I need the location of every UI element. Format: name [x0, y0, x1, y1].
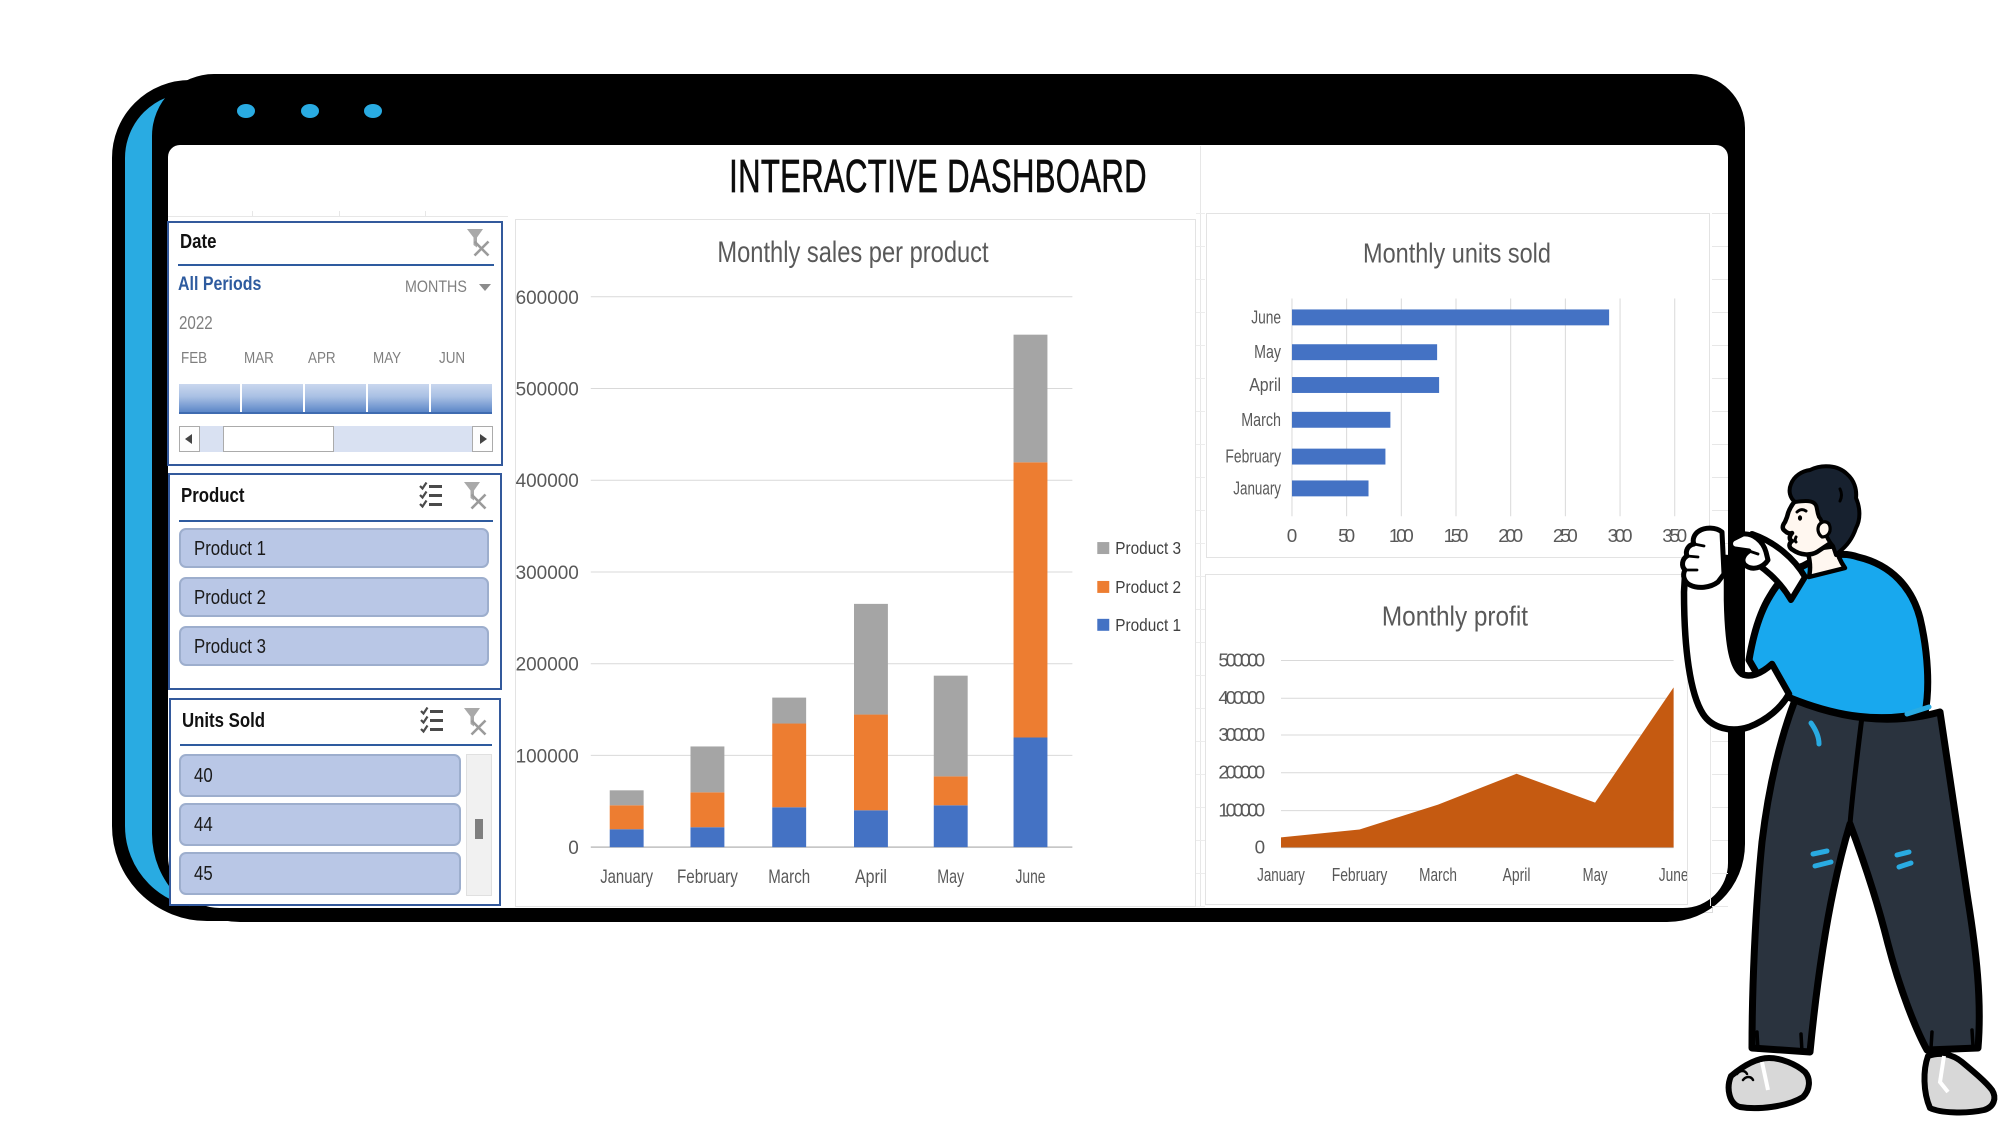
- svg-text:100000: 100000: [516, 746, 579, 767]
- svg-text:January: January: [1257, 865, 1305, 886]
- svg-text:Product 2: Product 2: [1115, 577, 1181, 597]
- svg-text:June: June: [1659, 865, 1688, 886]
- svg-text:January: January: [1233, 478, 1281, 499]
- svg-text:May: May: [1254, 342, 1281, 363]
- svg-text:March: March: [1241, 410, 1281, 431]
- svg-text:April: April: [855, 867, 887, 888]
- svg-text:Monthly units sold: Monthly units sold: [1363, 238, 1551, 269]
- svg-text:February: February: [677, 867, 738, 888]
- svg-text:Monthly sales per product: Monthly sales per product: [717, 236, 989, 269]
- svg-text:June: June: [1251, 307, 1281, 328]
- svg-text:June: June: [1016, 867, 1046, 888]
- svg-text:300000: 300000: [516, 563, 579, 584]
- svg-text:Product 1: Product 1: [1115, 615, 1181, 635]
- svg-text:May: May: [937, 867, 964, 888]
- svg-text:May: May: [1583, 865, 1608, 886]
- svg-text:200000: 200000: [1218, 763, 1265, 784]
- svg-text:300: 300: [1608, 526, 1633, 547]
- svg-text:500000: 500000: [516, 379, 579, 400]
- svg-text:500000: 500000: [1218, 650, 1265, 671]
- svg-text:March: March: [768, 867, 810, 888]
- svg-text:100: 100: [1389, 526, 1414, 547]
- svg-text:200: 200: [1498, 526, 1523, 547]
- svg-text:Monthly profit: Monthly profit: [1382, 601, 1528, 632]
- svg-text:Product 3: Product 3: [1115, 538, 1181, 558]
- svg-text:250: 250: [1553, 526, 1578, 547]
- svg-text:600000: 600000: [516, 288, 579, 309]
- svg-text:April: April: [1249, 375, 1281, 396]
- svg-text:100000: 100000: [1218, 801, 1265, 822]
- svg-text:March: March: [1419, 865, 1457, 886]
- svg-text:200000: 200000: [516, 655, 579, 676]
- svg-text:50: 50: [1338, 526, 1355, 547]
- svg-text:350: 350: [1662, 526, 1687, 547]
- svg-text:0: 0: [568, 838, 579, 859]
- svg-text:February: February: [1332, 865, 1388, 886]
- svg-text:400000: 400000: [516, 471, 579, 492]
- svg-text:0: 0: [1287, 526, 1298, 547]
- svg-text:300000: 300000: [1218, 725, 1265, 746]
- svg-text:400000: 400000: [1218, 688, 1265, 709]
- svg-text:0: 0: [1255, 837, 1266, 858]
- svg-text:February: February: [1225, 447, 1281, 468]
- svg-text:150: 150: [1444, 526, 1469, 547]
- svg-text:April: April: [1503, 865, 1531, 886]
- svg-text:January: January: [600, 867, 653, 888]
